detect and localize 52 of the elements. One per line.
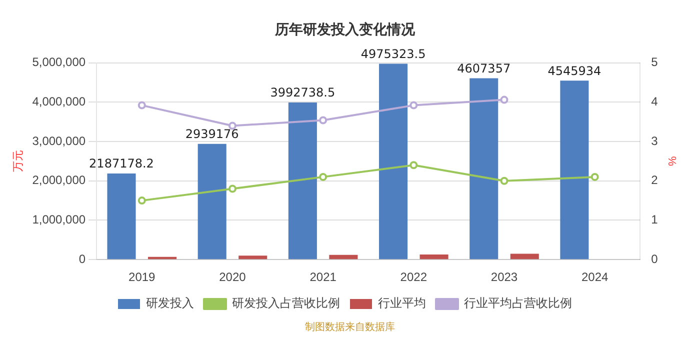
point [590, 172, 599, 181]
y-tick-label: 1,000,000 [32, 212, 86, 227]
y-tick-label: 2,000,000 [32, 173, 86, 188]
y2-axis-title: % [665, 156, 678, 166]
data-label: 2939176 [185, 127, 239, 142]
data-label: 4607357 [457, 61, 511, 76]
point [138, 101, 146, 110]
data-label: 3992738.5 [270, 86, 336, 100]
y2-tick-label: 3 [651, 134, 658, 148]
legend-label: 行业平均占营收比例 [464, 296, 572, 310]
y-tick-label: 4,000,000 [32, 94, 86, 108]
x-tick-label: 2023 [490, 270, 518, 284]
point [319, 116, 328, 124]
y-axis-title: 万元 [12, 150, 25, 172]
point [500, 176, 508, 185]
data-label: 4975323.5 [360, 46, 426, 61]
bar [470, 78, 498, 260]
text: 制图数据来自数据库 [304, 320, 396, 334]
chart-title: 历年研发投入变化情况 [274, 21, 416, 38]
y-tick-label: 3,000,000 [32, 134, 86, 148]
point [228, 184, 236, 193]
y2-tick-label: 0 [651, 252, 658, 266]
x-tick-label: 2022 [400, 270, 428, 284]
point [500, 96, 508, 104]
point [319, 172, 328, 181]
bar [420, 254, 448, 260]
y-tick-label: 0 [78, 252, 86, 266]
y2-tick-label: 1 [651, 212, 658, 227]
bar [238, 256, 268, 260]
bar [198, 144, 226, 260]
data-label: 4545934 [548, 64, 602, 78]
bar [329, 254, 358, 260]
bar [288, 102, 317, 260]
bar [379, 64, 408, 260]
data-label: 2187178.2 [89, 156, 154, 171]
legend-label: 行业平均 [378, 296, 426, 310]
bar [510, 254, 539, 260]
point [410, 101, 418, 110]
y-tick-label: 5,000,000 [32, 55, 86, 70]
bar [107, 174, 136, 260]
legend-label: 研发投入占营收比例 [232, 296, 340, 310]
x-tick-label: 2024 [581, 270, 608, 284]
point [138, 196, 146, 205]
legend-label: 研发投入 [146, 296, 194, 310]
y2-tick-label: 5 [651, 55, 658, 70]
bar [560, 80, 589, 260]
point [410, 161, 418, 170]
y2-tick-label: 2 [651, 173, 658, 188]
x-tick-label: 2019 [128, 270, 156, 284]
y2-tick-label: 4 [651, 94, 658, 108]
x-tick-label: 2020 [219, 270, 246, 284]
x-tick-label: 2021 [310, 270, 337, 284]
